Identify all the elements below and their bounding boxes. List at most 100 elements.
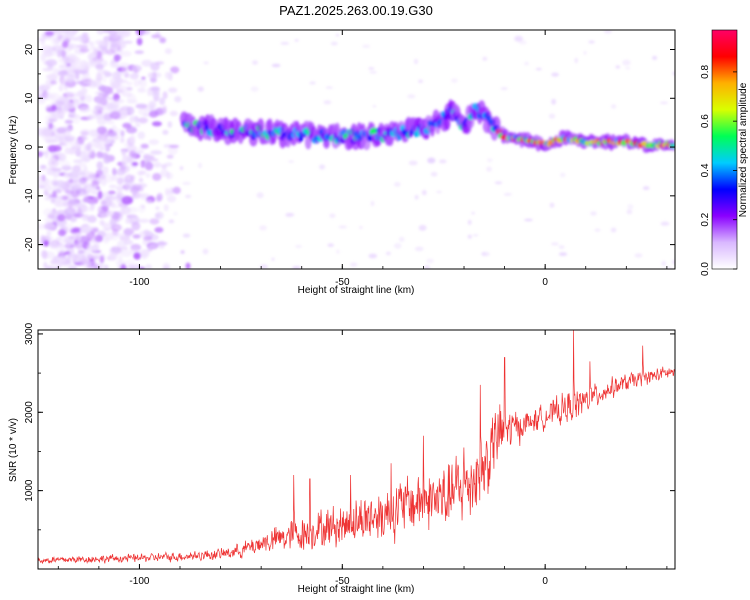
spectrogram-cell — [55, 188, 62, 194]
snr-panel: -100 -50 0 1000 2000 3000 Height of straight… — [8, 322, 676, 595]
spectrogram-cell — [124, 72, 130, 78]
spectrogram-cell — [74, 241, 85, 249]
spectrogram-cell — [96, 51, 104, 58]
spectrogram-cell — [83, 214, 89, 219]
y-tick-label: 20 — [24, 44, 35, 56]
spectrogram-cell — [143, 229, 150, 236]
spectrogram-cell — [96, 186, 101, 190]
spectrogram-cell — [133, 252, 141, 260]
spectrogram-cell — [164, 71, 171, 79]
spectrogram-cell — [50, 198, 56, 204]
spectrogram-cell — [79, 128, 92, 137]
spectrogram-cell — [109, 111, 121, 120]
spectrogram-cell — [551, 72, 559, 77]
spectrogram-cell — [79, 106, 91, 113]
spectrogram-cell — [96, 145, 107, 151]
spectrogram-cell — [503, 193, 512, 196]
spectrogram-cell — [165, 187, 169, 197]
spectrogram-cell — [159, 97, 166, 106]
spectrogram-cell — [121, 150, 126, 156]
spectrogram-cell — [73, 159, 83, 164]
colorbar-tick-label: 0.2 — [700, 212, 711, 226]
spectrogram-cell — [418, 79, 424, 84]
y-tick-label: 1000 — [24, 479, 35, 502]
spectrogram-cell — [110, 40, 118, 49]
spectrogram-cell — [151, 87, 161, 94]
spectrogram-cell — [370, 127, 378, 135]
spectrogram-cell — [398, 236, 405, 242]
spectrogram-cell — [467, 219, 472, 225]
spectrogram-cell — [103, 157, 111, 164]
spectrogram-cell — [350, 262, 358, 267]
spectrogram-cell — [56, 180, 65, 188]
spectrogram-cell — [295, 244, 303, 248]
spectrogram-cell — [57, 244, 65, 249]
spectrogram-cell — [138, 266, 146, 269]
spectrogram-cell — [57, 49, 61, 58]
spectrogram-x-label: Height of straight line (km) — [298, 285, 415, 296]
spectrogram-cell — [64, 207, 76, 217]
spectrogram-cell — [626, 209, 633, 215]
spectrogram-cell — [336, 249, 340, 254]
spectrogram-cell — [133, 150, 145, 154]
spectrogram-cell — [126, 157, 134, 162]
spectrogram-cell — [77, 253, 87, 259]
spectrogram-cell — [120, 50, 132, 57]
spectrogram-cell — [86, 261, 92, 269]
spectrogram-cell — [99, 85, 108, 91]
spectrogram-cell — [40, 164, 47, 169]
spectrogram-cell — [125, 217, 132, 224]
spectrogram-cell — [83, 171, 96, 181]
spectrogram-cell — [49, 211, 62, 215]
spectrogram-cell — [594, 228, 601, 232]
spectrogram-cell — [172, 186, 181, 194]
spectrogram-cell — [103, 227, 111, 232]
snr-x-ticks: -100 -50 0 — [57, 330, 668, 587]
spectrogram-cell — [169, 144, 180, 149]
spectrogram-cell — [116, 199, 122, 204]
spectrogram-cell — [627, 203, 634, 210]
spectrogram-cell — [436, 190, 442, 194]
spectrogram-cell — [131, 183, 142, 191]
spectrogram-cell — [362, 44, 371, 48]
spectrogram-cell — [202, 248, 209, 255]
spectrogram-cell — [137, 87, 146, 93]
spectrogram-cell — [69, 248, 75, 257]
spectrogram-cell — [327, 243, 334, 247]
spectrogram-cell — [154, 213, 161, 219]
spectrogram-cell — [129, 247, 141, 254]
spectrogram-cell — [55, 236, 63, 242]
spectrogram-cell — [130, 174, 136, 181]
spectrogram-cell — [125, 259, 136, 266]
spectrogram-cell — [67, 58, 74, 63]
spectrogram-cell — [551, 98, 556, 105]
spectrogram-cell — [66, 91, 73, 97]
spectrogram-cell — [60, 49, 66, 58]
spectrogram-cell — [169, 110, 178, 117]
spectrogram-cell — [55, 100, 65, 105]
spectrogram-cell — [140, 160, 145, 168]
spectrogram-cell — [473, 234, 479, 237]
spectrogram-cell — [551, 242, 559, 246]
spectrogram-cell — [421, 189, 427, 196]
spectrogram-cell — [309, 81, 316, 85]
spectrogram-cell — [116, 55, 122, 60]
spectrogram-cell — [120, 130, 125, 137]
spectrogram-cell — [131, 161, 139, 167]
spectrogram-cell — [424, 265, 430, 269]
spectrogram-cell — [54, 195, 63, 203]
spectrogram-cell — [661, 260, 666, 266]
spectrogram-cell — [145, 199, 153, 204]
spectrogram-cell — [120, 207, 126, 216]
spectrogram-cell — [467, 234, 472, 239]
spectrogram-cell — [76, 44, 89, 49]
spectrogram-cell — [408, 160, 418, 166]
spectrogram-cell — [45, 35, 57, 41]
spectrogram-cell — [162, 266, 170, 269]
spectrogram-cell — [155, 206, 160, 210]
spectrogram-cell — [558, 245, 565, 250]
spectrogram-cell — [65, 118, 74, 125]
spectrogram-cell — [659, 101, 669, 104]
spectrogram-cell — [167, 146, 178, 155]
